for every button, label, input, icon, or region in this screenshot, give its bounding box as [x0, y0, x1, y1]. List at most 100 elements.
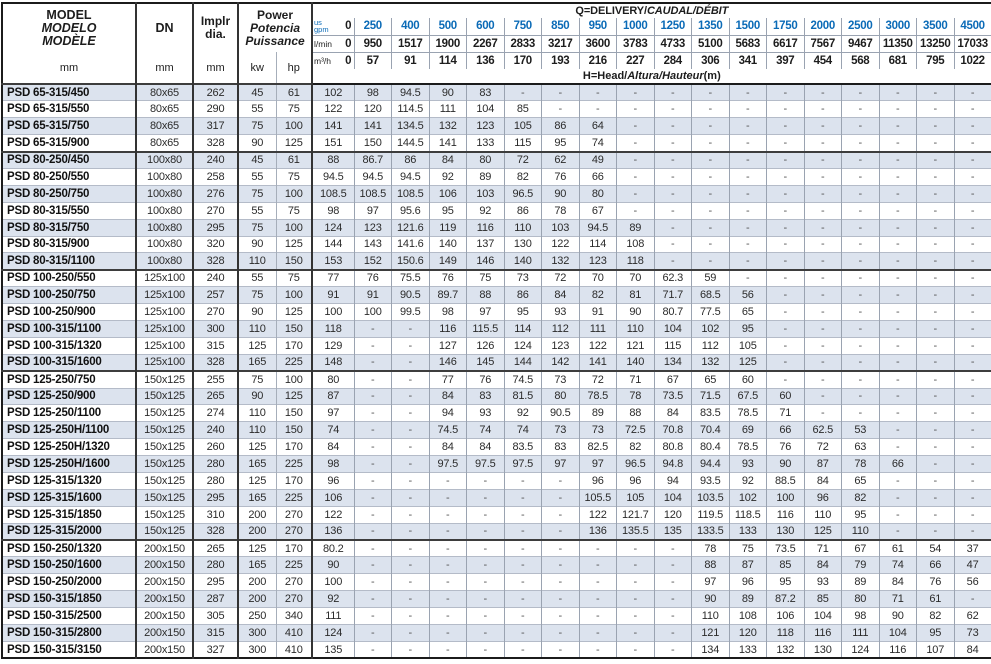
- head-value-cell: 116: [466, 218, 504, 237]
- head-value-cell: -: [391, 455, 429, 473]
- head-value-cell: -: [616, 167, 654, 186]
- head-value-cell: 148: [312, 353, 354, 372]
- head-value-cell: 97: [578, 455, 617, 473]
- head-value-cell: -: [841, 404, 879, 422]
- head-value-cell: -: [878, 268, 917, 287]
- head-value-cell: -: [841, 387, 879, 405]
- pump-model-row: PSD 100-315/1320 125x100 315 125 170 129- -127…: [2, 336, 991, 355]
- head-value-cell: -: [391, 590, 429, 608]
- head-value-cell: 94.8: [653, 455, 692, 473]
- head-value-cell: 96: [728, 573, 767, 591]
- head-value-cell: -: [766, 370, 804, 389]
- head-value-cell: -: [803, 268, 842, 287]
- head-value-cell: -: [728, 117, 767, 135]
- head-value-cell: -: [353, 387, 392, 405]
- head-value-cell: -: [653, 624, 692, 642]
- dn-value-cell: 80x65: [136, 83, 194, 101]
- head-value-cell: -: [916, 370, 954, 389]
- head-value-cell: 106: [428, 184, 467, 203]
- head-value-cell: -: [541, 556, 579, 574]
- head-value-cell: 133: [728, 522, 767, 541]
- head-value-cell: 88.5: [766, 471, 804, 490]
- model-name-cell: PSD 80-315/750: [2, 218, 137, 237]
- head-value-cell: 74: [578, 134, 617, 152]
- flow-gpm-value: 3000: [878, 18, 917, 36]
- head-value-cell: 132: [766, 640, 804, 659]
- flow-m3h-value: 681: [878, 52, 917, 69]
- dn-value-cell: 150x125: [136, 387, 194, 405]
- power-hp-cell: 340: [275, 607, 313, 625]
- head-value-cell: -: [841, 100, 879, 118]
- flow-lmin-value: 1900: [428, 35, 467, 53]
- head-value-cell: 80: [312, 370, 354, 389]
- model-name-cell: PSD 150-250/2000: [2, 573, 137, 591]
- head-value-cell: 80.2: [312, 539, 354, 557]
- head-value-cell: -: [953, 590, 991, 608]
- head-value-cell: 93: [466, 404, 504, 422]
- head-value-cell: -: [691, 235, 729, 253]
- head-value-cell: -: [803, 218, 842, 237]
- head-value-cell: 72: [803, 438, 842, 456]
- model-name-cell: PSD 100-250/900: [2, 303, 137, 321]
- flow-lmin-value: 1517: [391, 35, 429, 53]
- head-value-cell: 140: [616, 353, 654, 372]
- head-value-cell: -: [953, 150, 991, 169]
- head-value-cell: 132: [691, 353, 729, 372]
- head-value-cell: -: [916, 150, 954, 169]
- power-hp-cell: 225: [275, 556, 313, 574]
- head-value-cell: -: [841, 336, 879, 355]
- head-value-cell: -: [353, 624, 392, 642]
- head-value-cell: -: [503, 640, 542, 659]
- head-value-cell: 105: [616, 488, 654, 507]
- pump-model-row: PSD 150-315/2500 200x150 305 250 340 111- - - - -…: [2, 607, 991, 625]
- head-value-cell: -: [353, 455, 392, 473]
- head-value-cell: -: [841, 286, 879, 304]
- power-kw-cell: 165: [238, 455, 276, 473]
- head-value-cell: 73: [953, 624, 991, 642]
- dn-value-cell: 150x125: [136, 455, 194, 473]
- head-value-cell: -: [878, 438, 917, 456]
- flow-lmin-value: 3217: [541, 35, 579, 53]
- head-value-cell: 118: [616, 252, 654, 270]
- head-value-cell: -: [841, 184, 879, 203]
- head-value-cell: 110: [803, 505, 842, 524]
- head-value-cell: 54: [916, 539, 954, 557]
- power-kw-cell: 75: [238, 117, 276, 135]
- head-value-cell: -: [803, 83, 842, 101]
- head-value-cell: -: [653, 590, 692, 608]
- head-value-cell: -: [353, 336, 392, 355]
- head-value-cell: -: [728, 218, 767, 237]
- head-value-cell: -: [916, 336, 954, 355]
- head-value-cell: -: [916, 100, 954, 118]
- head-value-cell: 76: [353, 268, 392, 287]
- power-kw-cell: 125: [238, 336, 276, 355]
- head-value-cell: -: [878, 218, 917, 237]
- head-value-cell: 96: [312, 471, 354, 490]
- head-value-cell: -: [391, 556, 429, 574]
- dn-value-cell: 200x150: [136, 539, 194, 557]
- head-value-cell: 76: [428, 268, 467, 287]
- dn-value-cell: 125x100: [136, 336, 194, 355]
- head-value-cell: -: [541, 83, 579, 101]
- head-value-cell: 90: [691, 590, 729, 608]
- power-kw-cell: 110: [238, 252, 276, 270]
- head-value-cell: 66: [878, 455, 917, 473]
- head-value-cell: -: [691, 100, 729, 118]
- model-name-cell: PSD 125-250H/1320: [2, 438, 137, 456]
- head-value-cell: -: [766, 100, 804, 118]
- head-value-cell: -: [953, 83, 991, 101]
- head-value-cell: -: [728, 83, 767, 101]
- head-value-cell: 96: [616, 471, 654, 490]
- head-value-cell: 122: [312, 505, 354, 524]
- head-value-cell: 93: [803, 573, 842, 591]
- head-value-cell: 110: [841, 522, 879, 541]
- head-value-cell: 91: [353, 286, 392, 304]
- head-value-cell: 141.6: [391, 235, 429, 253]
- model-name-cell: PSD 100-250/750: [2, 286, 137, 304]
- head-value-cell: -: [541, 640, 579, 659]
- power-kw-cell: 75: [238, 370, 276, 389]
- head-value-cell: -: [541, 100, 579, 118]
- head-value-cell: -: [691, 252, 729, 270]
- head-value-cell: -: [878, 235, 917, 253]
- head-value-cell: -: [391, 640, 429, 659]
